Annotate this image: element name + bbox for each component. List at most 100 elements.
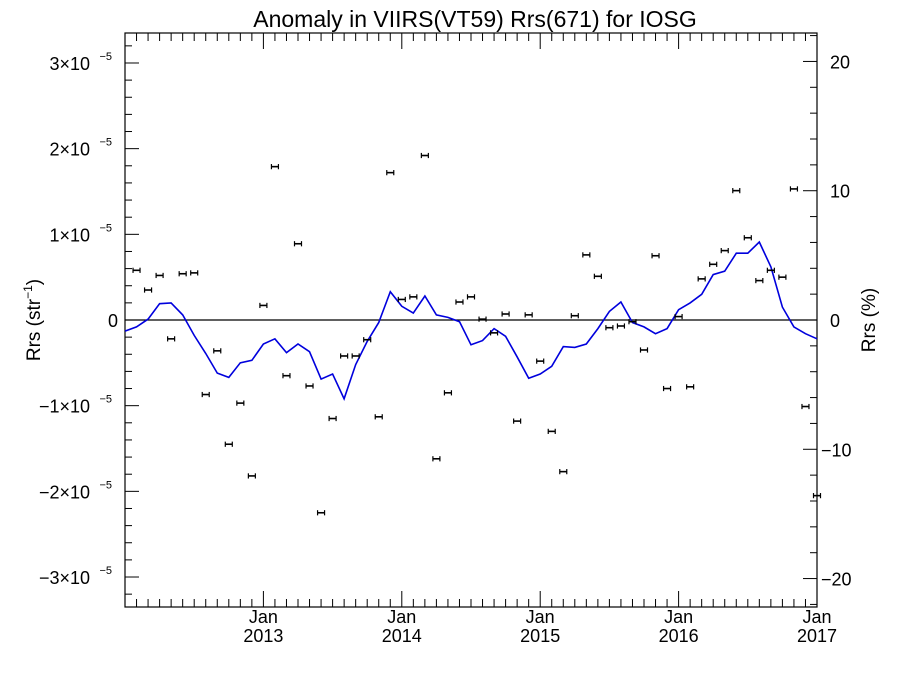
- y-left-tick-exponent: −5: [99, 137, 112, 149]
- y-right-tick-label: −10: [821, 440, 852, 460]
- y-axis-left-label-main: Rrs (str: [24, 298, 45, 361]
- y-left-tick-labels: 3×10 −5 2×10 −5 1×10 −5 0 −1×10 −5 −2×10 −5 −3×10 −5: [39, 51, 118, 588]
- y-left-tick-label: 1×10 −5: [49, 222, 112, 245]
- data-point: [432, 456, 441, 462]
- y-right-tick-label: 0: [830, 311, 840, 331]
- x-tick-label-month: Jan: [526, 607, 555, 627]
- data-point: [697, 276, 706, 282]
- data-point: [536, 358, 545, 364]
- data-point: [155, 272, 164, 279]
- data-point: [732, 188, 741, 194]
- y-axis-left-label: Rrs (str−1): [21, 279, 45, 361]
- data-point: [628, 319, 637, 325]
- y-right-tick-label: −20: [821, 570, 852, 590]
- data-point: [605, 325, 614, 331]
- data-point: [778, 274, 787, 280]
- y-right-tick-label: 10: [830, 182, 850, 202]
- data-point: [247, 473, 256, 479]
- data-point: [743, 235, 752, 241]
- x-tick-label-year: 2017: [797, 626, 837, 646]
- data-point: [259, 302, 268, 309]
- data-point: [593, 273, 602, 279]
- y-axis-left-label-tail: ): [24, 279, 45, 285]
- y-left-tick-mantissa: 0: [108, 311, 118, 331]
- data-point: [236, 400, 245, 406]
- anomaly-line: [124, 240, 818, 401]
- data-point: [616, 323, 626, 329]
- y-left-tick-exponent: −5: [99, 565, 112, 577]
- data-point: [674, 313, 683, 320]
- y-left-tick-exponent: −5: [99, 394, 112, 406]
- x-tick-label-month: Jan: [249, 607, 278, 627]
- y-right-tick-label: 20: [830, 52, 850, 72]
- data-point: [489, 330, 499, 336]
- data-point: [709, 261, 718, 267]
- y-axis-right-label: Rrs (%): [859, 288, 880, 352]
- y-left-tick-mantissa: 1×10: [49, 225, 90, 245]
- data-point: [812, 493, 822, 499]
- data-point: [305, 383, 314, 389]
- data-point: [293, 241, 303, 247]
- data-point: [132, 267, 141, 273]
- y-left-tick-exponent: −5: [99, 51, 112, 63]
- data-point: [143, 287, 153, 293]
- data-point: [363, 337, 372, 343]
- y-left-tick-exponent: −5: [99, 479, 112, 491]
- data-point: [582, 252, 591, 258]
- data-point: [524, 312, 533, 318]
- data-point: [755, 277, 764, 284]
- data-point: [178, 271, 187, 277]
- data-point: [420, 152, 429, 159]
- data-point: [513, 418, 522, 424]
- data-point: [409, 294, 418, 300]
- y-left-tick-label: −2×10 −5: [39, 479, 112, 502]
- x-tick-label-year: 2015: [520, 626, 560, 646]
- data-point: [766, 267, 775, 273]
- data-point: [662, 385, 672, 392]
- x-tick-label-year: 2013: [243, 626, 283, 646]
- data-point: [686, 384, 695, 390]
- data-point: [340, 353, 349, 359]
- anomaly-line-series: [124, 240, 818, 401]
- data-point: [397, 296, 406, 303]
- data-point: [455, 299, 464, 305]
- data-point: [351, 353, 360, 359]
- data-point: [789, 186, 799, 192]
- data-point: [639, 347, 649, 353]
- y-left-tick-label: 2×10 −5: [49, 137, 112, 160]
- y-left-tick-mantissa: 3×10: [49, 54, 90, 74]
- data-point: [374, 414, 383, 420]
- anomaly-point-series: [132, 152, 822, 516]
- data-point: [801, 403, 810, 410]
- y-right-tick-labels: 20 10 0 −10 −20: [821, 52, 852, 589]
- data-point: [651, 253, 660, 259]
- data-point: [167, 336, 176, 342]
- data-point: [443, 390, 453, 396]
- axis-ticks: [124, 33, 818, 607]
- y-left-tick-label: 3×10 −5: [49, 51, 112, 74]
- data-point: [224, 441, 233, 447]
- data-point: [282, 373, 291, 379]
- data-point: [316, 510, 326, 516]
- y-left-tick-mantissa: −3×10: [39, 568, 90, 588]
- data-point: [270, 164, 280, 170]
- y-left-tick-mantissa: 2×10: [49, 140, 90, 160]
- y-axis-left-label-exponent: −1: [21, 285, 35, 299]
- data-point: [201, 391, 210, 398]
- data-point: [190, 270, 199, 276]
- data-point: [559, 469, 568, 475]
- data-point: [328, 415, 337, 422]
- y-left-tick-exponent: −5: [99, 222, 112, 234]
- data-point: [386, 170, 395, 176]
- data-point: [720, 248, 729, 254]
- x-tick-label-month: Jan: [802, 607, 831, 627]
- chart-title: Anomaly in VIIRS(VT59) Rrs(671) for IOSG: [253, 6, 697, 32]
- y-left-tick-label: 0: [108, 311, 118, 331]
- data-point: [213, 348, 222, 354]
- plot-frame: [124, 32, 818, 608]
- data-point: [466, 294, 476, 300]
- x-tick-label-year: 2014: [382, 626, 422, 646]
- y-left-tick-mantissa: −1×10: [39, 397, 90, 417]
